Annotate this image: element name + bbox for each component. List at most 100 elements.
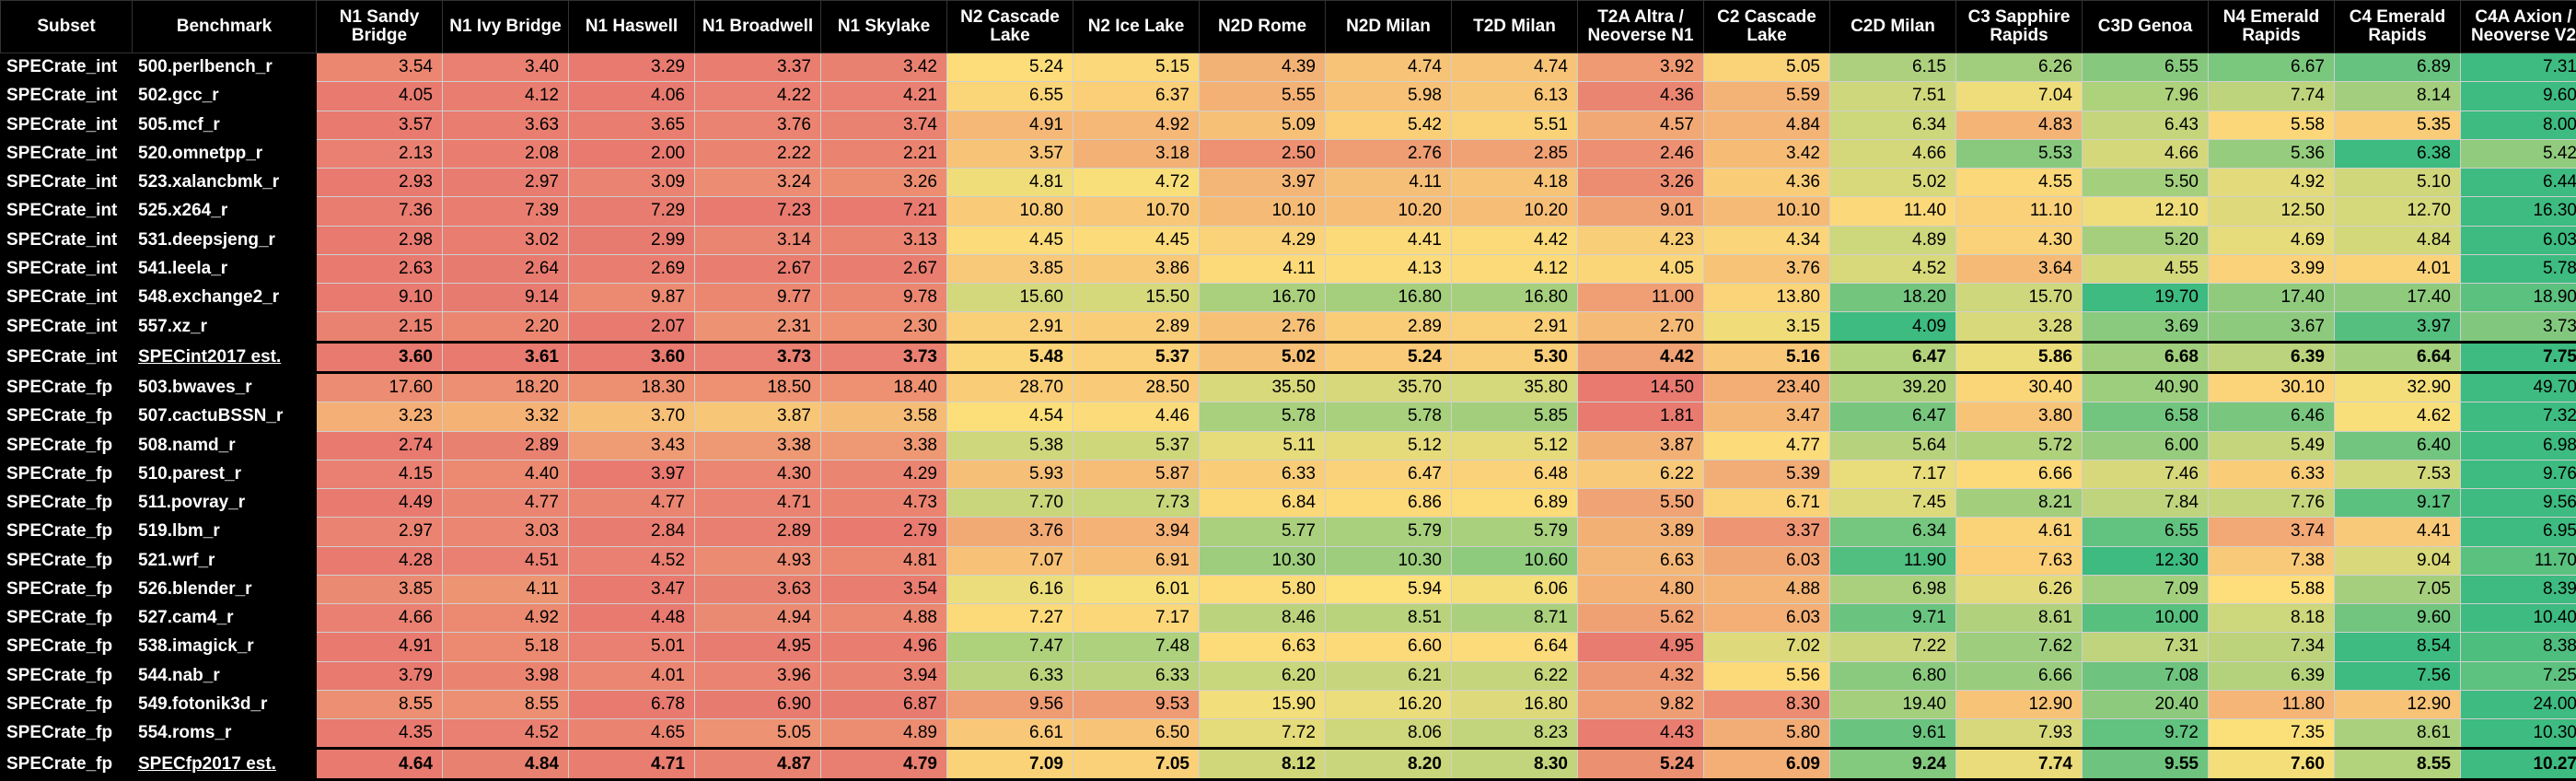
score-cell[interactable]: 7.39 bbox=[442, 196, 569, 227]
score-cell[interactable]: 5.50 bbox=[2082, 168, 2209, 198]
score-cell[interactable]: 6.21 bbox=[1325, 660, 1452, 691]
score-cell[interactable]: 10.30 bbox=[1325, 545, 1452, 576]
score-cell[interactable]: 3.38 bbox=[820, 430, 947, 460]
score-cell[interactable]: 4.65 bbox=[568, 718, 695, 750]
score-cell[interactable]: 8.55 bbox=[2334, 747, 2461, 781]
score-cell[interactable]: 4.87 bbox=[694, 747, 821, 781]
score-cell[interactable]: 4.77 bbox=[442, 488, 569, 519]
score-cell[interactable]: 5.12 bbox=[1451, 430, 1578, 460]
score-cell[interactable]: 7.23 bbox=[694, 196, 821, 227]
score-cell[interactable]: 3.37 bbox=[694, 52, 821, 83]
score-cell[interactable]: 3.73 bbox=[820, 340, 947, 374]
header-column[interactable]: C4A Axion / Neoverse V2 bbox=[2460, 0, 2576, 53]
score-cell[interactable]: 7.08 bbox=[2082, 660, 2209, 691]
score-cell[interactable]: 5.64 bbox=[1829, 430, 1956, 460]
score-cell[interactable]: 7.27 bbox=[946, 603, 1073, 634]
header-column[interactable]: T2D Milan bbox=[1451, 0, 1578, 53]
score-cell[interactable]: 4.01 bbox=[2334, 253, 2461, 285]
score-cell[interactable]: 9.71 bbox=[1829, 603, 1956, 634]
score-cell[interactable]: 5.78 bbox=[1199, 402, 1326, 432]
score-cell[interactable]: 4.95 bbox=[1577, 632, 1704, 662]
score-cell[interactable]: 10.20 bbox=[1451, 196, 1578, 227]
score-cell[interactable]: 4.73 bbox=[820, 488, 947, 519]
score-cell[interactable]: 3.97 bbox=[1199, 168, 1326, 198]
score-cell[interactable]: 2.74 bbox=[316, 430, 443, 460]
score-cell[interactable]: 3.60 bbox=[568, 340, 695, 374]
score-cell[interactable]: 4.32 bbox=[1577, 660, 1704, 691]
score-cell[interactable]: 5.30 bbox=[1451, 340, 1578, 374]
benchmark-cell[interactable]: 544.nab_r bbox=[132, 660, 317, 691]
score-cell[interactable]: 4.77 bbox=[1703, 430, 1830, 460]
score-cell[interactable]: 4.89 bbox=[1829, 225, 1956, 255]
benchmark-cell[interactable]: 523.xalancbmk_r bbox=[132, 168, 317, 198]
score-cell[interactable]: 24.00 bbox=[2460, 689, 2576, 720]
score-cell[interactable]: 2.97 bbox=[316, 517, 443, 547]
benchmark-cell[interactable]: 508.namd_r bbox=[132, 430, 317, 460]
score-cell[interactable]: 4.94 bbox=[694, 603, 821, 634]
score-cell[interactable]: 16.80 bbox=[1451, 689, 1578, 720]
score-cell[interactable]: 2.91 bbox=[1451, 311, 1578, 343]
benchmark-cell[interactable]: 531.deepsjeng_r bbox=[132, 225, 317, 255]
score-cell[interactable]: 5.24 bbox=[946, 52, 1073, 83]
score-cell[interactable]: 3.99 bbox=[2208, 253, 2335, 285]
header-column[interactable]: N1 Broadwell bbox=[694, 0, 821, 53]
subset-cell[interactable]: SPECrate_fp bbox=[0, 517, 133, 547]
subset-cell[interactable]: SPECrate_fp bbox=[0, 718, 133, 750]
score-cell[interactable]: 6.66 bbox=[1955, 660, 2083, 691]
score-cell[interactable]: 2.79 bbox=[820, 517, 947, 547]
score-cell[interactable]: 3.26 bbox=[1577, 168, 1704, 198]
score-cell[interactable]: 4.55 bbox=[2082, 253, 2209, 285]
score-cell[interactable]: 7.74 bbox=[1955, 747, 2083, 781]
score-cell[interactable]: 39.20 bbox=[1829, 371, 1956, 403]
score-cell[interactable]: 5.94 bbox=[1325, 574, 1452, 605]
score-cell[interactable]: 7.96 bbox=[2082, 81, 2209, 111]
score-cell[interactable]: 8.21 bbox=[1955, 488, 2083, 519]
subset-cell[interactable]: SPECrate_fp bbox=[0, 689, 133, 720]
score-cell[interactable]: 4.88 bbox=[820, 603, 947, 634]
score-cell[interactable]: 6.47 bbox=[1325, 459, 1452, 490]
score-cell[interactable]: 5.59 bbox=[1703, 81, 1830, 111]
score-cell[interactable]: 6.67 bbox=[2208, 52, 2335, 83]
score-cell[interactable]: 4.83 bbox=[1955, 110, 2083, 140]
score-cell[interactable]: 7.25 bbox=[2460, 660, 2576, 691]
score-cell[interactable]: 16.30 bbox=[2460, 196, 2576, 227]
score-cell[interactable]: 9.72 bbox=[2082, 718, 2209, 750]
score-cell[interactable]: 6.80 bbox=[1829, 660, 1956, 691]
score-cell[interactable]: 4.93 bbox=[694, 545, 821, 576]
subset-cell[interactable]: SPECrate_int bbox=[0, 311, 133, 343]
score-cell[interactable]: 3.85 bbox=[316, 574, 443, 605]
score-cell[interactable]: 6.66 bbox=[1955, 459, 2083, 490]
score-cell[interactable]: 35.80 bbox=[1451, 371, 1578, 403]
score-cell[interactable]: 2.13 bbox=[316, 138, 443, 169]
score-cell[interactable]: 4.06 bbox=[568, 81, 695, 111]
score-cell[interactable]: 12.30 bbox=[2082, 545, 2209, 576]
score-cell[interactable]: 6.26 bbox=[1955, 574, 2083, 605]
score-cell[interactable]: 6.98 bbox=[2460, 430, 2576, 460]
subset-cell[interactable]: SPECrate_fp bbox=[0, 488, 133, 519]
score-cell[interactable]: 12.70 bbox=[2334, 196, 2461, 227]
score-cell[interactable]: 7.74 bbox=[2208, 81, 2335, 111]
score-cell[interactable]: 5.05 bbox=[1703, 52, 1830, 83]
score-cell[interactable]: 5.37 bbox=[1073, 340, 1200, 374]
score-cell[interactable]: 2.89 bbox=[1325, 311, 1452, 343]
score-cell[interactable]: 3.26 bbox=[820, 168, 947, 198]
score-cell[interactable]: 5.10 bbox=[2334, 168, 2461, 198]
score-cell[interactable]: 5.15 bbox=[1073, 52, 1200, 83]
score-cell[interactable]: 1.81 bbox=[1577, 402, 1704, 432]
score-cell[interactable]: 4.66 bbox=[316, 603, 443, 634]
score-cell[interactable]: 6.38 bbox=[2334, 138, 2461, 169]
score-cell[interactable]: 9.60 bbox=[2460, 81, 2576, 111]
score-cell[interactable]: 7.05 bbox=[2334, 574, 2461, 605]
score-cell[interactable]: 9.10 bbox=[316, 283, 443, 313]
score-cell[interactable]: 2.31 bbox=[694, 311, 821, 343]
score-cell[interactable]: 5.80 bbox=[1199, 574, 1326, 605]
score-cell[interactable]: 3.02 bbox=[442, 225, 569, 255]
score-cell[interactable]: 4.12 bbox=[442, 81, 569, 111]
score-cell[interactable]: 6.61 bbox=[946, 718, 1073, 750]
score-cell[interactable]: 28.50 bbox=[1073, 371, 1200, 403]
score-cell[interactable]: 2.91 bbox=[946, 311, 1073, 343]
score-cell[interactable]: 3.61 bbox=[442, 340, 569, 374]
score-cell[interactable]: 9.77 bbox=[694, 283, 821, 313]
score-cell[interactable]: 6.40 bbox=[2334, 430, 2461, 460]
score-cell[interactable]: 6.63 bbox=[1199, 632, 1326, 662]
